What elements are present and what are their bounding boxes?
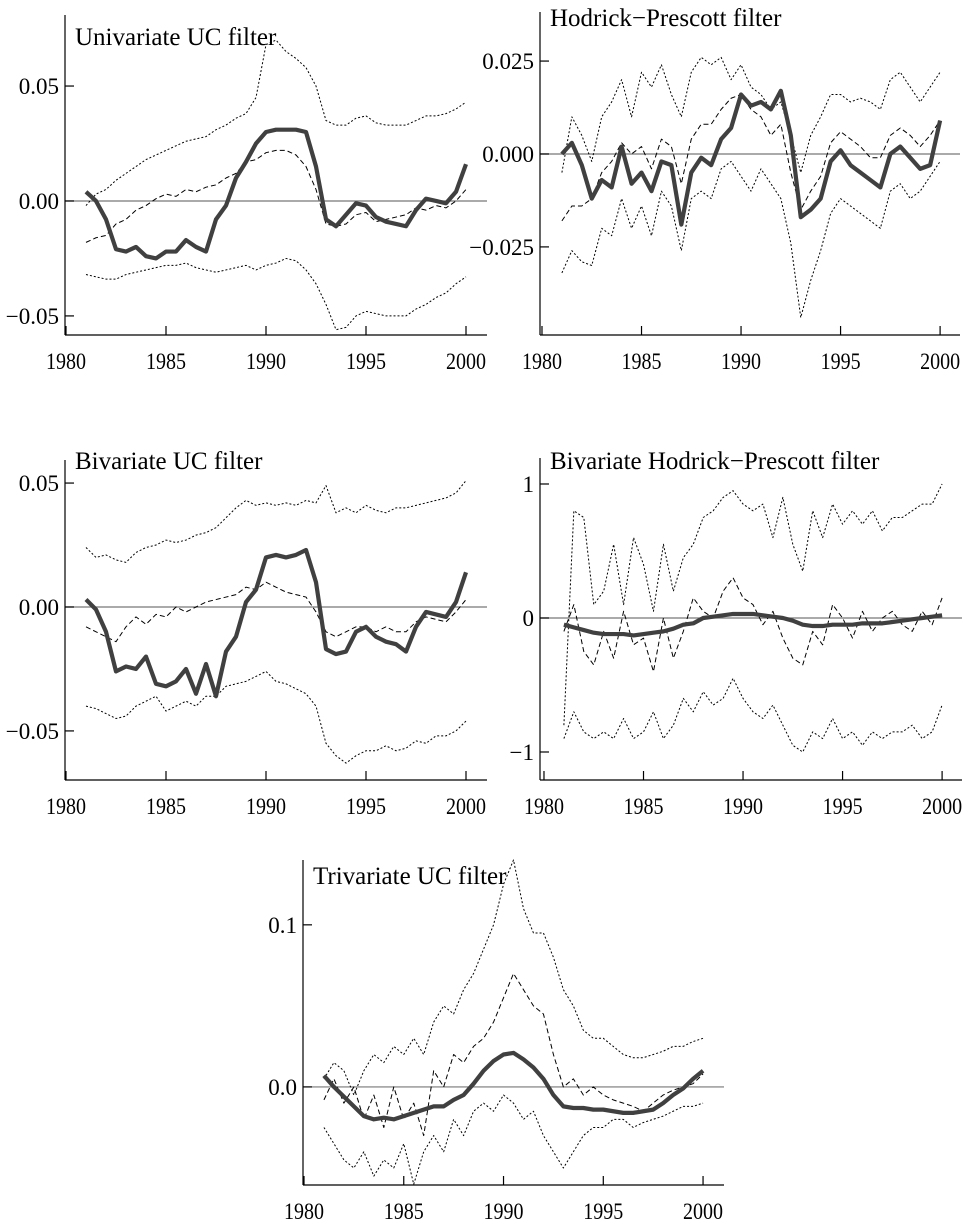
y-tick-label: 0.05: [19, 74, 59, 99]
series-line: [563, 677, 943, 753]
x-tick-label: 1995: [346, 349, 386, 374]
series-line: [84, 127, 468, 261]
series-line: [85, 39, 467, 206]
x-tick-label: 1985: [624, 794, 664, 819]
x-tick-label: 1980: [284, 1199, 324, 1224]
x-tick-label: 1990: [246, 794, 286, 819]
x-tick-label: 1995: [823, 794, 863, 819]
series-line: [85, 480, 467, 563]
x-tick-label: 2000: [683, 1199, 723, 1224]
panel-title: Hodrick−Prescott filter: [550, 5, 782, 32]
series-line: [84, 547, 468, 699]
x-tick-label: 1985: [622, 349, 662, 374]
series-line: [85, 149, 467, 243]
series-line: [323, 859, 704, 1096]
x-tick-label: 1985: [146, 349, 186, 374]
panel-title: Trivariate UC filter: [313, 863, 507, 890]
series-line: [85, 581, 467, 643]
y-tick-label: 0.00: [19, 189, 59, 214]
series-line: [563, 611, 943, 638]
series-line: [85, 257, 467, 331]
x-tick-label: 1995: [821, 349, 861, 374]
x-tick-label: 2000: [920, 349, 960, 374]
y-tick-label: 0.00: [19, 595, 59, 620]
x-tick-label: 1980: [522, 349, 562, 374]
y-tick-label: 1: [523, 472, 535, 497]
x-tick-label: 1990: [723, 794, 763, 819]
y-tick-label: 0: [523, 606, 535, 631]
x-tick-label: 2000: [446, 794, 486, 819]
series-line: [323, 1094, 704, 1185]
y-tick-label: 0.000: [482, 142, 534, 167]
x-tick-label: 2000: [922, 794, 962, 819]
panel: −0.05 0.00 0.05 1980 1985 1990 1995 2000 Bivaria…: [6, 448, 487, 819]
y-tick-label: −0.05: [6, 304, 59, 329]
x-tick-label: 1990: [246, 349, 286, 374]
panel: 0.0 0.1 1980 1985 1990 1995 2000 Trivariate UC …: [268, 859, 724, 1224]
y-tick-label: 0.1: [268, 913, 297, 938]
panel: −0.025 0.000 0.025 1980 1985 1990 1995 2000 Hodr…: [469, 5, 960, 374]
y-tick-label: 0.0: [268, 1075, 297, 1100]
x-tick-label: 1990: [721, 349, 761, 374]
x-tick-label: 1990: [484, 1199, 524, 1224]
y-tick-label: 0.025: [482, 49, 534, 74]
panel: −1 0 1 1980 1985 1990 1995 2000 Bivariate Hodric…: [510, 448, 963, 819]
x-tick-label: 1995: [346, 794, 386, 819]
y-tick-label: 0.05: [19, 471, 59, 496]
panel-title: Bivariate Hodrick−Prescott filter: [550, 448, 880, 475]
x-tick-label: 1985: [384, 1199, 424, 1224]
x-tick-label: 2000: [446, 349, 486, 374]
series-line: [560, 88, 943, 227]
panel: −0.05 0.00 0.05 1980 1985 1990 1995 2000 Univari…: [6, 15, 487, 374]
y-tick-label: −0.05: [6, 719, 59, 744]
series-line: [323, 972, 704, 1137]
series-line: [322, 1050, 705, 1122]
x-tick-label: 1980: [46, 349, 86, 374]
y-tick-label: −0.025: [469, 235, 534, 260]
panel-title: Bivariate UC filter: [75, 448, 263, 475]
y-tick-label: −1: [510, 740, 534, 765]
x-tick-label: 1980: [46, 794, 86, 819]
x-tick-label: 1980: [524, 794, 564, 819]
series-line: [85, 670, 467, 764]
x-tick-label: 1985: [146, 794, 186, 819]
panel-title: Univariate UC filter: [75, 24, 277, 51]
series-line: [561, 94, 941, 222]
x-tick-label: 1995: [583, 1199, 623, 1224]
series-line: [561, 160, 941, 319]
series-line: [563, 483, 943, 726]
